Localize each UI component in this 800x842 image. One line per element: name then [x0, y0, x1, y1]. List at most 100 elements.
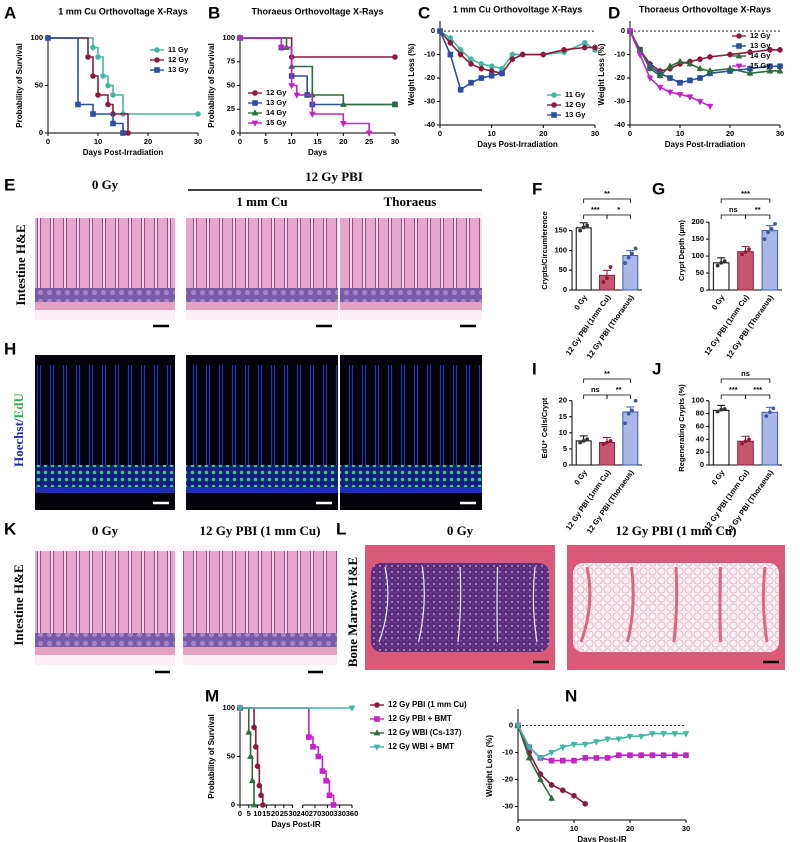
muscle-layer: [35, 302, 175, 310]
marker: [706, 67, 714, 74]
x-tick-label: 12 Gy PBI (1mm Cu): [702, 293, 751, 357]
side-label: Bone Marrow H&E: [345, 557, 360, 667]
marker: [582, 755, 589, 761]
data-point: [740, 441, 744, 446]
significance-bracket: [583, 378, 631, 383]
marker: [548, 750, 555, 757]
x-tick-label: 20: [726, 129, 734, 138]
significance-label: ***: [591, 205, 600, 214]
y-tick-label: 75: [227, 57, 235, 66]
data-point: [747, 247, 751, 252]
series-line: [240, 37, 395, 58]
marker: [509, 56, 516, 63]
marker: [154, 67, 160, 73]
marker: [105, 101, 111, 108]
marker: [677, 79, 683, 86]
series-line: [240, 37, 370, 133]
marker: [110, 92, 116, 98]
x-tick-label: 30: [682, 824, 690, 833]
side-label: Intestine H&E: [11, 564, 26, 645]
data-point: [608, 438, 613, 443]
x-tick-label: 30: [591, 129, 599, 138]
data-point: [581, 438, 586, 443]
marker: [736, 33, 742, 39]
marker: [646, 75, 654, 82]
marker: [559, 744, 567, 751]
data-point: [633, 398, 638, 403]
y-axis-title: Regenerating Crypts (%): [677, 384, 686, 472]
y-tick-label: 100: [222, 33, 235, 42]
data-point: [767, 410, 772, 415]
marker: [683, 752, 689, 759]
marker: [548, 757, 555, 764]
legend-label: 12 Gy WBI (Cs-137): [388, 728, 462, 737]
marker: [447, 39, 454, 46]
legend-label: 15 Gy: [266, 118, 287, 127]
crypt-layer: [35, 633, 175, 647]
crypt-layer: [183, 633, 337, 647]
significance-label: ***: [729, 385, 738, 394]
data-point: [623, 421, 627, 426]
marker: [581, 39, 588, 46]
trabecula: [532, 566, 538, 643]
x-tick-label: 10: [487, 129, 495, 138]
marker: [391, 100, 399, 107]
marker: [488, 72, 495, 79]
data-point: [585, 223, 590, 228]
marker: [308, 111, 316, 118]
marker: [110, 120, 116, 127]
panel-letter: L: [336, 519, 346, 538]
crypt-layer: [35, 288, 175, 302]
data-point: [578, 228, 583, 233]
trabecula: [579, 566, 592, 643]
y-tick-label: -30: [614, 96, 625, 105]
marker: [468, 61, 474, 67]
marker: [315, 753, 322, 760]
marker: [373, 729, 381, 736]
y-tick-label: -20: [424, 73, 435, 82]
muscle-layer: [35, 487, 175, 493]
y-tick-label: 0: [509, 720, 513, 729]
marker: [682, 731, 690, 738]
data-point: [626, 255, 631, 260]
y-tick-label: 0: [231, 800, 235, 809]
marker: [277, 45, 285, 52]
x-tick-label: 270: [309, 809, 322, 818]
data-point: [601, 280, 606, 284]
marker: [236, 705, 244, 712]
marker: [45, 35, 51, 41]
marker: [250, 801, 258, 808]
data-point: [715, 409, 720, 414]
panel-letter: H: [4, 339, 16, 358]
marker: [499, 70, 505, 77]
panel-letter: I: [532, 359, 537, 378]
data-point: [722, 407, 727, 411]
x-tick-label: 300: [321, 809, 334, 818]
marker: [561, 47, 567, 53]
significance-bracket: [583, 394, 608, 399]
marker: [777, 47, 783, 53]
data-point: [605, 440, 609, 445]
panel-letter: C: [418, 3, 430, 22]
marker: [288, 83, 296, 90]
y-tick-label: 0: [700, 460, 704, 469]
marker: [468, 56, 474, 63]
villi: [186, 218, 338, 292]
y-tick-label: 0: [231, 128, 235, 137]
column-label: 0 Gy: [447, 523, 474, 538]
marker: [626, 28, 634, 35]
side-label: Hoechst/EdU: [11, 393, 26, 467]
y-tick-label: 50: [227, 751, 235, 760]
panel-letter: A: [4, 3, 16, 22]
marker: [671, 731, 679, 738]
significance-label: **: [616, 385, 622, 394]
y-axis-title: Crypts/Circumference: [540, 211, 549, 289]
marker: [258, 792, 264, 799]
y-axis-title: Weight Loss (%): [485, 735, 494, 797]
bar: [575, 440, 592, 466]
x-tick-label: 20: [144, 137, 152, 146]
trabecula: [417, 566, 425, 643]
marker: [560, 757, 566, 764]
